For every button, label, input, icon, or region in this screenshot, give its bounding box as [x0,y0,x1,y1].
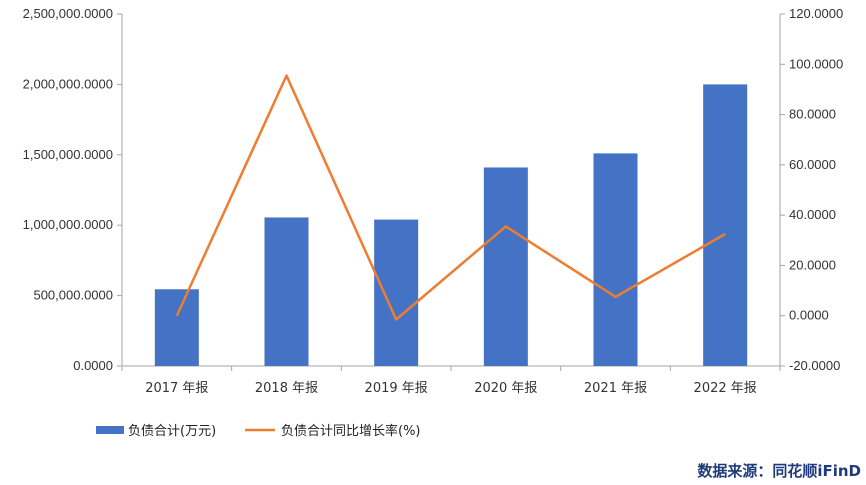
left-tick-label: 500,000.0000 [33,288,113,303]
legend-swatch-bar [96,426,124,434]
category-labels: 2017 年报 2018 年报 2019 年报 2020 年报 2021 年报 2022 … [145,381,757,396]
bar [154,289,199,366]
right-tick-label: 80.0000 [789,107,836,122]
right-tick-label: 120.0000 [789,6,843,21]
category-label: 2017 年报 [145,381,208,396]
axes [117,13,785,371]
legend-label-line: 负债合计同比增长率(%) [281,423,421,439]
right-tick-label: 100.0000 [789,56,843,71]
source-label: 数据来源：同花顺iFinD [697,462,861,480]
bar-series [154,84,748,367]
category-label: 2021 年报 [584,381,647,396]
growth-line [175,74,726,321]
right-tick-label: 0.0000 [789,308,829,323]
category-label: 2018 年报 [255,381,318,396]
category-label: 2019 年报 [365,381,428,396]
right-tick-label: 20.0000 [789,257,836,272]
legend-label-bar: 负债合计(万元) [128,424,216,439]
legend: 负债合计(万元) 负债合计同比增长率(%) [96,423,421,439]
bar [483,167,528,366]
bar [374,219,419,366]
right-tick-label: 60.0000 [789,157,836,172]
left-tick-label: 0.0000 [73,358,113,373]
left-tick-label: 1,000,000.0000 [23,217,113,232]
right-tick-label: 40.0000 [789,207,836,222]
bar [703,84,748,367]
left-tick-label: 2,000,000.0000 [23,76,113,91]
left-tick-label: 2,500,000.0000 [23,6,113,21]
right-tick-label: -20.0000 [789,358,840,373]
bar [593,153,638,366]
line-series [175,74,726,321]
category-label: 2022 年报 [694,381,757,396]
left-tick-label: 1,500,000.0000 [23,147,113,162]
category-label: 2020 年报 [474,381,537,396]
bar [264,217,309,366]
left-axis-ticks: 0.0000 500,000.0000 1,000,000.0000 1,500,00… [23,6,113,373]
right-axis-ticks: -20.0000 0.0000 20.0000 40.0000 60.0000 80.00… [789,6,843,373]
